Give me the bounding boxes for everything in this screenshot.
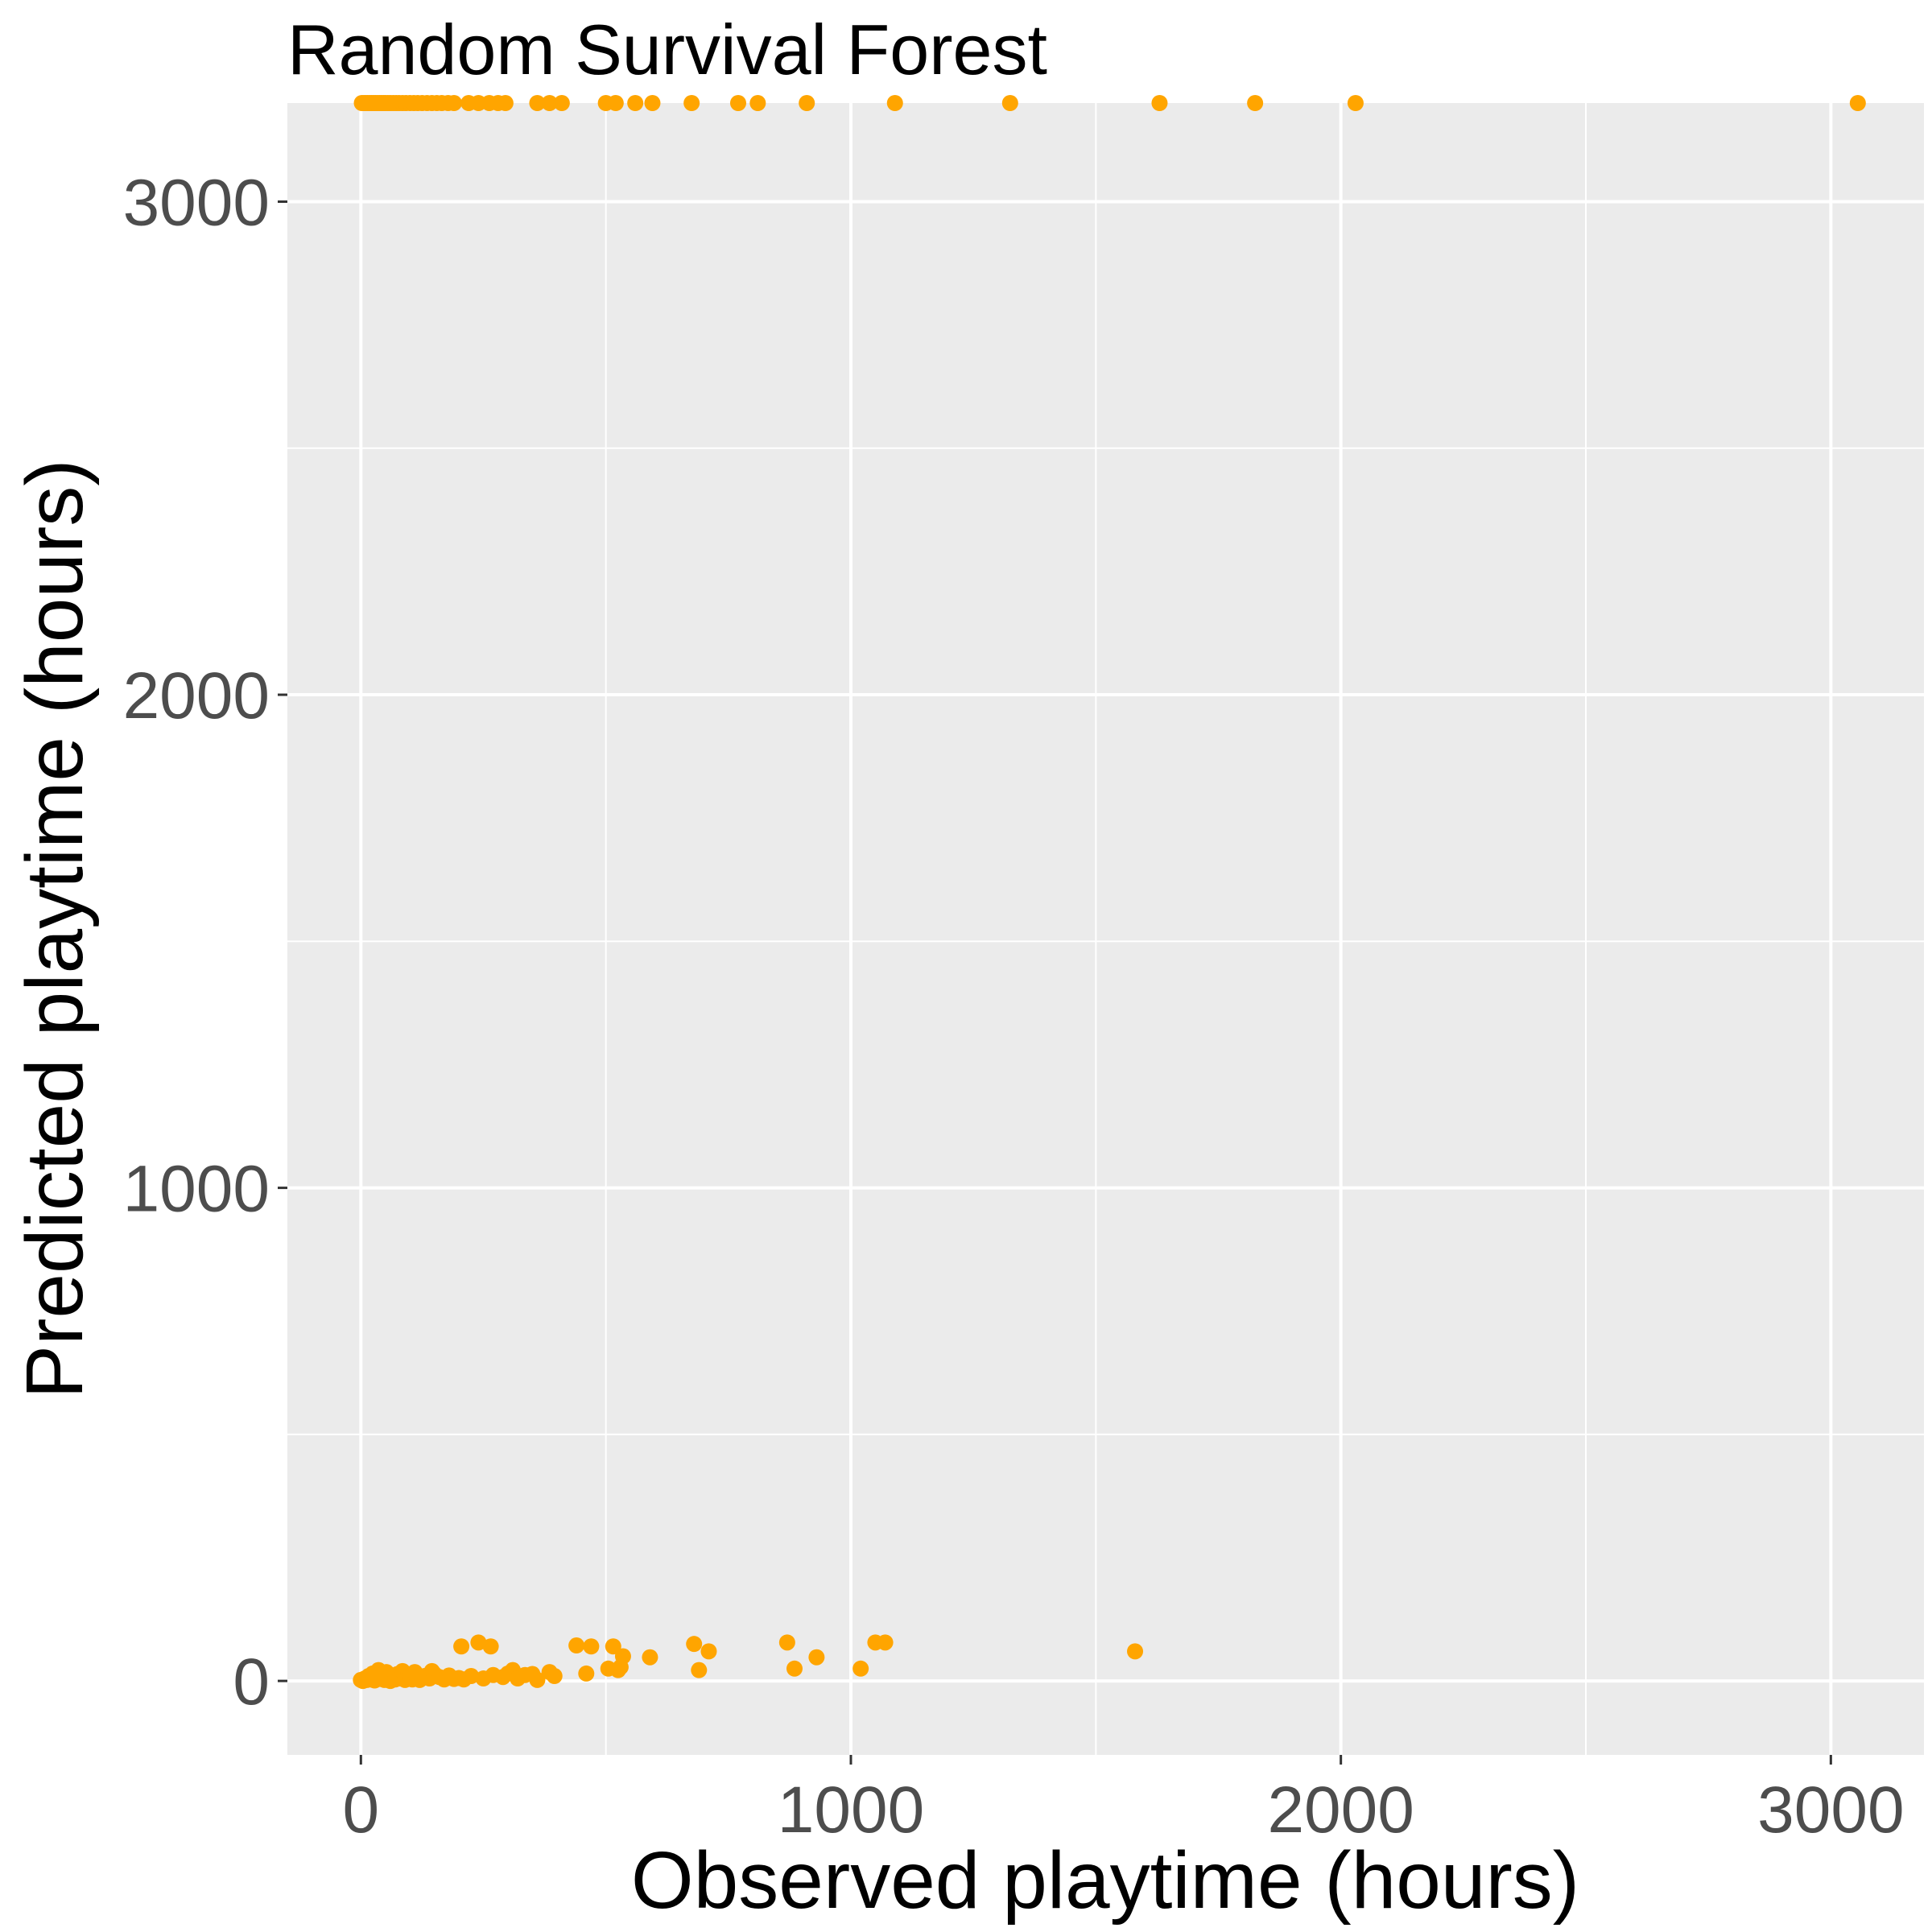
data-point [497,95,514,111]
plot-panel [287,103,1924,1755]
data-point [470,1634,487,1651]
data-point [886,95,903,111]
data-point [691,1662,708,1678]
data-point [778,1634,795,1651]
data-point [614,1648,631,1665]
data-point [1347,95,1364,111]
data-point [1247,95,1264,111]
data-point [453,1638,470,1655]
data-points [353,95,1866,1690]
data-point [445,95,462,111]
data-point [607,95,624,111]
data-point [553,95,570,111]
data-point [686,1636,703,1653]
data-point [729,95,746,111]
data-point [463,1667,480,1684]
y-axis-ticks: 0 1000 2000 3000 [123,167,287,1719]
x-axis-title: Observed playtime (hours) [631,1835,1579,1926]
y-tick-label: 0 [233,1645,270,1719]
data-point [529,1671,546,1688]
data-point [578,1665,595,1682]
y-tick-label: 2000 [123,659,270,733]
data-point [627,95,644,111]
data-point [877,1634,894,1651]
y-axis-title: Predicted playtime (hours) [10,459,100,1398]
y-tick-label: 1000 [123,1153,270,1226]
data-point [1849,95,1866,111]
data-point [852,1660,869,1677]
data-point [1151,95,1168,111]
data-point [749,95,766,111]
data-point [568,1637,585,1654]
data-point [700,1643,717,1660]
data-point [1001,95,1018,111]
minor-gridlines [287,103,1924,1755]
data-point [583,1638,600,1655]
x-tick-label: 2000 [1267,1773,1414,1847]
x-tick-label: 1000 [778,1773,924,1847]
data-point [644,95,661,111]
data-point [799,95,815,111]
data-point [541,95,558,111]
y-tick-label: 3000 [123,167,270,240]
data-point [529,95,546,111]
data-point [546,1667,563,1684]
x-tick-label: 0 [342,1773,379,1847]
x-tick-label: 3000 [1757,1773,1904,1847]
data-point [786,1660,803,1677]
data-point [482,1638,499,1655]
data-point [605,1638,621,1655]
data-point [683,95,700,111]
data-point [642,1649,658,1666]
chart-title: Random Survival Forest [287,10,1047,89]
data-point [1127,1643,1144,1660]
x-axis-ticks: 0 1000 2000 3000 [342,1755,1905,1847]
data-point [808,1649,825,1666]
